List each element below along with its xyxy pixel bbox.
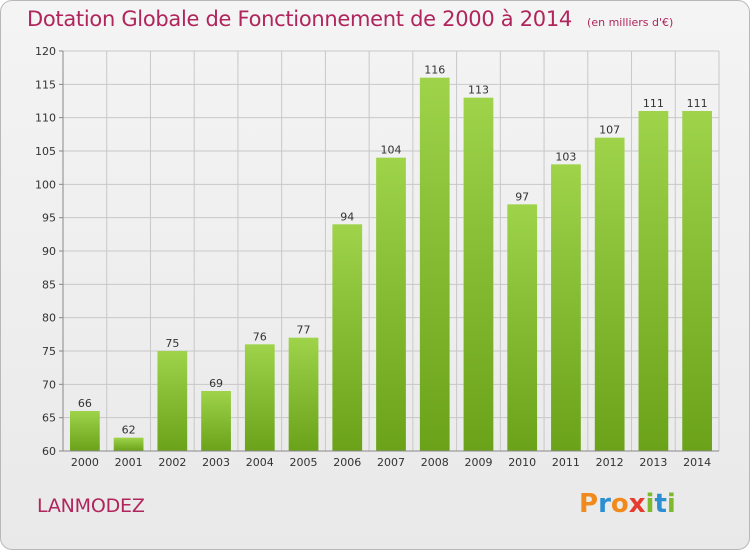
bar-2011 bbox=[551, 164, 581, 452]
y-tick-label: 65 bbox=[42, 412, 56, 425]
x-tick-label: 2013 bbox=[639, 456, 667, 469]
x-tick-label: 2012 bbox=[596, 456, 624, 469]
data-label: 97 bbox=[515, 190, 529, 203]
x-tick-label: 2000 bbox=[71, 456, 99, 469]
chart-unit: (en milliers d'€) bbox=[587, 16, 674, 29]
x-tick-label: 2008 bbox=[421, 456, 449, 469]
bar-2009 bbox=[463, 97, 494, 452]
y-tick-label: 70 bbox=[42, 378, 56, 391]
y-tick-label: 110 bbox=[35, 112, 56, 125]
x-tick-label: 2005 bbox=[290, 456, 318, 469]
data-label: 66 bbox=[78, 397, 92, 410]
y-tick-label: 80 bbox=[42, 312, 56, 325]
x-tick-label: 2004 bbox=[246, 456, 274, 469]
proxiti-logo: Proxiti bbox=[579, 489, 676, 519]
y-tick-label: 85 bbox=[42, 278, 56, 291]
data-label: 76 bbox=[253, 330, 267, 343]
title-line: Dotation Globale de Fonctionnement de 20… bbox=[27, 7, 673, 31]
y-tick-label: 120 bbox=[35, 45, 56, 58]
bar-2004 bbox=[244, 344, 275, 451]
bar-2001 bbox=[113, 437, 144, 451]
x-tick-label: 2003 bbox=[202, 456, 230, 469]
data-label: 94 bbox=[340, 210, 354, 223]
y-tick-label: 90 bbox=[42, 245, 56, 258]
x-tick-label: 2006 bbox=[333, 456, 361, 469]
data-label: 116 bbox=[424, 64, 445, 77]
data-label: 75 bbox=[165, 337, 179, 350]
bar-2010 bbox=[507, 204, 538, 451]
bar-2005 bbox=[288, 337, 319, 451]
bar-2008 bbox=[419, 77, 450, 452]
y-tick-label: 115 bbox=[35, 78, 56, 91]
x-tick-label: 2014 bbox=[683, 456, 711, 469]
data-label: 77 bbox=[297, 324, 311, 337]
x-tick-label: 2009 bbox=[464, 456, 492, 469]
data-label: 107 bbox=[599, 124, 620, 137]
data-label: 103 bbox=[555, 150, 576, 163]
bar-2013 bbox=[638, 111, 669, 451]
y-tick-label: 60 bbox=[42, 445, 56, 458]
bar-2007 bbox=[376, 157, 406, 451]
commune-name: LANMODEZ bbox=[37, 495, 145, 517]
bar-2003 bbox=[201, 391, 231, 451]
y-tick-label: 95 bbox=[42, 212, 56, 225]
y-tick-label: 105 bbox=[35, 145, 56, 158]
data-label: 69 bbox=[209, 377, 223, 390]
bar-2002 bbox=[157, 351, 188, 451]
x-tick-label: 2001 bbox=[115, 456, 143, 469]
y-tick-label: 75 bbox=[42, 345, 56, 358]
x-tick-label: 2011 bbox=[552, 456, 580, 469]
x-tick-label: 2002 bbox=[158, 456, 186, 469]
bar-2014 bbox=[682, 111, 713, 451]
data-label: 111 bbox=[643, 97, 664, 110]
data-label: 113 bbox=[468, 84, 489, 97]
data-label: 111 bbox=[687, 97, 708, 110]
y-tick-label: 100 bbox=[35, 178, 56, 191]
data-label: 104 bbox=[381, 144, 402, 157]
x-tick-label: 2007 bbox=[377, 456, 405, 469]
data-label: 62 bbox=[122, 424, 136, 437]
bar-2006 bbox=[332, 224, 363, 451]
x-tick-label: 2010 bbox=[508, 456, 536, 469]
bar-2012 bbox=[594, 137, 625, 451]
bar-2000 bbox=[69, 411, 100, 451]
chart-title: Dotation Globale de Fonctionnement de 20… bbox=[27, 7, 572, 31]
